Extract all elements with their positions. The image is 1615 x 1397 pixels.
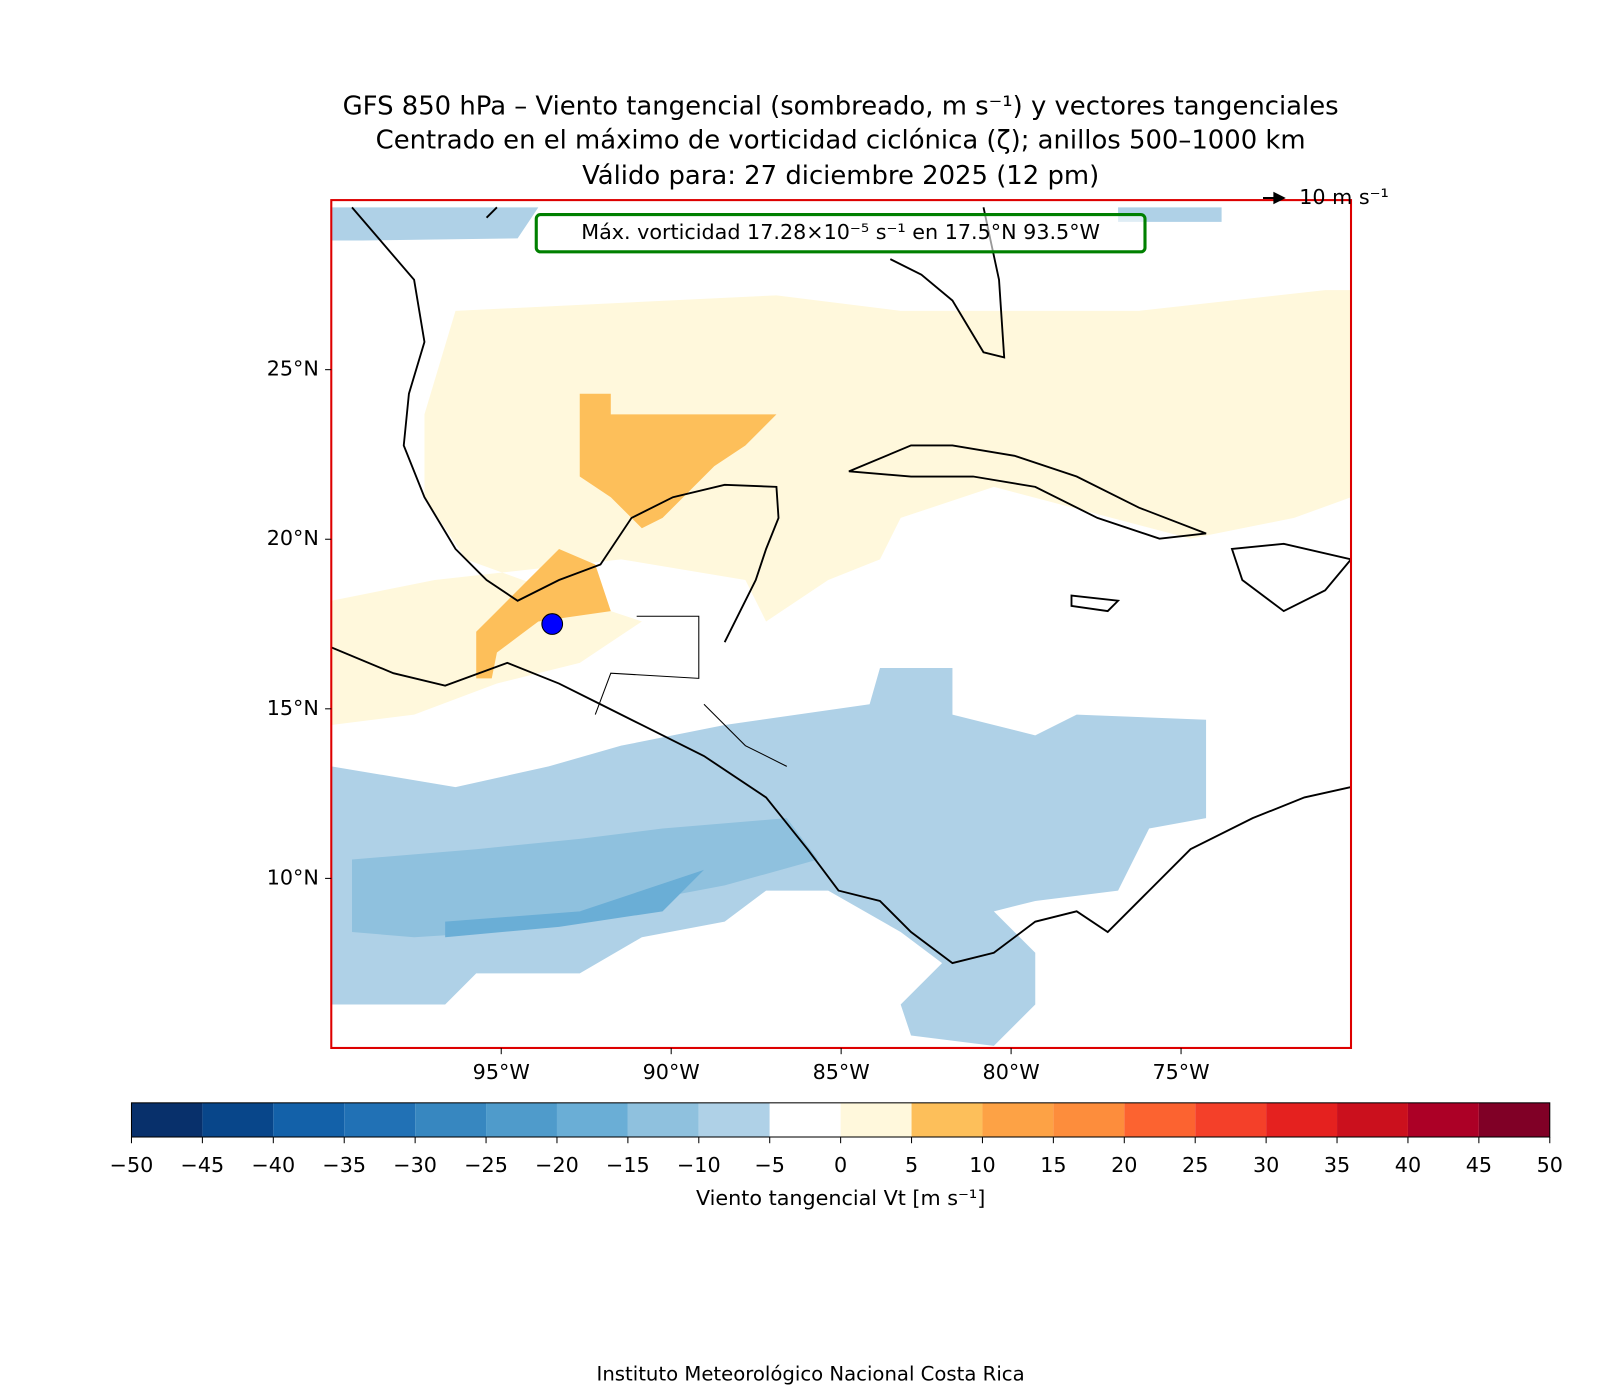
y-tick-label: 10°N — [267, 865, 319, 889]
colorbar-tick-label: 50 — [1537, 1153, 1563, 1177]
x-tick-label: 80°W — [983, 1060, 1040, 1084]
reference-arrowhead — [1273, 191, 1286, 205]
y-tick-label: 25°N — [267, 357, 319, 381]
colorbar-swatch — [698, 1102, 770, 1138]
map-layer — [331, 200, 1352, 1048]
colorbar-swatch — [627, 1102, 699, 1138]
colorbar-swatch — [769, 1102, 841, 1138]
colorbar-tick-label: −30 — [393, 1153, 437, 1177]
border — [594, 615, 788, 767]
colorbar-swatch — [415, 1102, 487, 1138]
colorbar-swatch — [840, 1102, 912, 1138]
colorbar-swatch — [1478, 1102, 1550, 1138]
colorbar-swatch — [982, 1102, 1054, 1138]
colorbar-swatch — [486, 1102, 557, 1138]
colorbar-tick-label: 0 — [834, 1153, 847, 1177]
colorbar-tick-label: −35 — [322, 1153, 366, 1177]
title-line: Válido para: 27 diciembre 2025 (12 pm) — [582, 161, 1099, 191]
colorbar-tick-label: −20 — [535, 1153, 579, 1177]
x-tick-label: 95°W — [473, 1060, 530, 1084]
colorbar-tick-label: 20 — [1111, 1153, 1137, 1177]
shading — [351, 818, 818, 938]
shading — [476, 548, 611, 679]
colorbar-tick-label: 35 — [1324, 1153, 1350, 1177]
shading — [579, 393, 777, 529]
colorbar-tick-label: −15 — [606, 1153, 650, 1177]
shading — [445, 869, 704, 938]
y-tick-label: 20°N — [267, 526, 319, 550]
colorbar-swatch — [344, 1102, 416, 1138]
colorbar-swatch — [202, 1102, 274, 1138]
colorbar-swatch — [1266, 1102, 1338, 1138]
colorbar-tick-label: −25 — [464, 1153, 508, 1177]
colorbar-tick-label: −5 — [754, 1153, 785, 1177]
colorbar-swatch — [131, 1102, 203, 1138]
x-tick-label: 90°W — [643, 1060, 700, 1084]
colorbar-tick-label: 25 — [1182, 1153, 1208, 1177]
x-tick-label: 75°W — [1152, 1060, 1209, 1084]
colorbar-tick-label: −10 — [677, 1153, 721, 1177]
coastline — [331, 206, 1352, 965]
colorbar-swatch — [1053, 1102, 1125, 1138]
colorbar-tick-label: 15 — [1040, 1153, 1066, 1177]
annotation: Máx. vorticidad 17.28×10⁻⁵ s⁻¹ en 17.5°N… — [581, 220, 1100, 244]
shading — [331, 207, 1222, 241]
colorbar-tick-label: 10 — [969, 1153, 995, 1177]
reference-label: 10 m s⁻¹ — [1299, 185, 1389, 209]
x-tick-label: 85°W — [813, 1060, 870, 1084]
annotation-box — [534, 213, 1147, 254]
colorbar-tick-label: −45 — [181, 1153, 225, 1177]
colorbar-swatch — [1407, 1102, 1479, 1138]
colorbar-swatch — [273, 1102, 345, 1138]
reference-vector: 10 m s⁻¹ — [1263, 185, 1389, 209]
colorbar-label: Viento tangencial Vt [m s⁻¹] — [696, 1186, 985, 1210]
colorbar-tick-label: 30 — [1253, 1153, 1279, 1177]
colorbar-tick-label: 45 — [1466, 1153, 1492, 1177]
colorbar-swatch — [556, 1102, 628, 1138]
colorbar-swatch — [911, 1102, 983, 1138]
y-tick-label: 15°N — [267, 696, 319, 720]
vorticity-center — [541, 613, 564, 635]
title-line: Centrado en el máximo de vorticidad cicl… — [376, 126, 1306, 156]
colorbar-tick-label: 5 — [905, 1153, 918, 1177]
colorbar-swatch — [1337, 1102, 1408, 1138]
colorbar-swatch — [1124, 1102, 1196, 1138]
footer: Instituto Meteorológico Nacional Costa R… — [597, 1363, 1025, 1386]
title-line: GFS 850 hPa – Viento tangencial (sombrea… — [343, 91, 1339, 121]
colorbar-tick-label: −40 — [251, 1153, 295, 1177]
colorbar-tick-label: 40 — [1395, 1153, 1421, 1177]
colorbar-swatch — [1195, 1102, 1267, 1138]
colorbar-tick-label: −50 — [110, 1153, 154, 1177]
